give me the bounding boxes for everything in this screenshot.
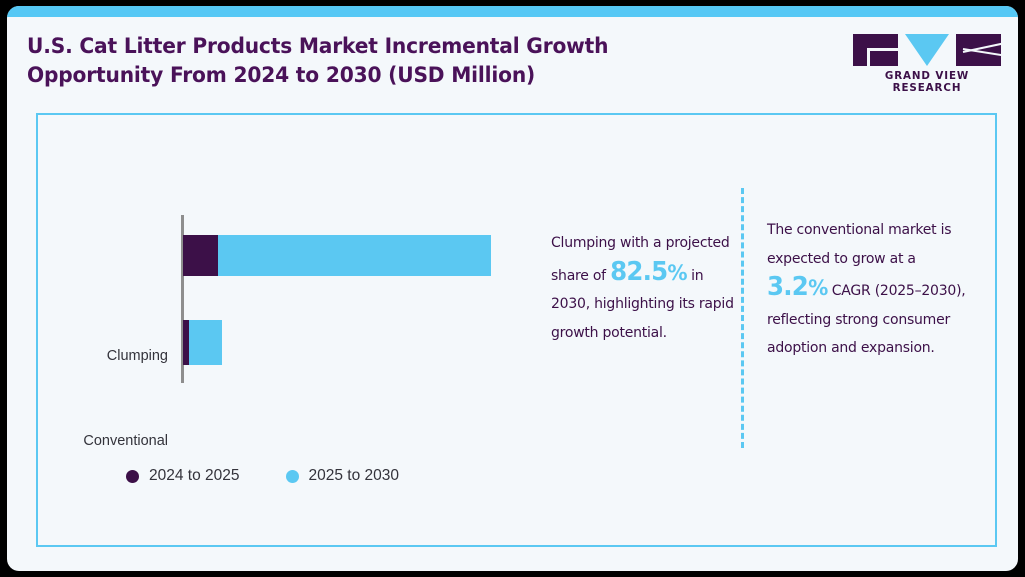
legend-label: 2025 to 2030 [308,467,400,484]
insight-conventional: The conventional market is expected to g… [767,216,973,363]
insight-conventional-post: CAGR (2025–2030), reflecting strong cons… [767,282,966,356]
page-title: U.S. Cat Litter Products Market Incremen… [27,32,685,90]
logo-v-triangle-icon [905,34,949,66]
insight-conventional-stat-value: 3.2 [767,272,809,302]
infographic-card: U.S. Cat Litter Products Market Incremen… [7,6,1018,571]
bar-row[interactable] [183,320,222,365]
chart-legend: 2024 to 2025 2025 to 2030 [126,467,399,485]
bar-segment-2025-to-2030[interactable] [189,320,222,365]
axis-label-conventional: Conventional [83,433,168,449]
legend-dot-icon [285,469,299,483]
chart-y-axis [181,215,184,383]
insight-conventional-pre: The conventional market is expected to g… [767,221,952,267]
bar-segment-2025-to-2030[interactable] [218,235,491,276]
logo-marks [853,34,1001,66]
legend-label: 2024 to 2025 [149,467,240,484]
logo-g-icon [853,34,898,66]
insight-conventional-stat: 3.2% [767,272,828,302]
top-accent-bar [7,6,1018,17]
insight-clumping-post: in 2030, highlighting its rapid growth p… [551,266,734,341]
insight-clumping: Clumping with a projected share of 82.5%… [551,229,743,347]
grand-view-research-logo: GRAND VIEW RESEARCH [853,34,1001,94]
bar-segment-2024-to-2025[interactable] [183,235,218,276]
insight-conventional-stat-unit: % [808,276,828,300]
content-panel: Clumping Conventional 2024 to 2025 [36,113,997,547]
axis-label-clumping: Clumping [106,348,168,364]
legend-item-2025-to-2030[interactable]: 2025 to 2030 [285,467,400,485]
logo-r-icon [956,34,1001,66]
bar-chart: Clumping Conventional 2024 to 2025 [38,115,548,549]
bar-row[interactable] [183,235,491,276]
insight-clumping-pre: Clumping with a projected share of [551,234,730,284]
legend-dot-icon [126,469,139,483]
bar-segment-2024-to-2025[interactable] [183,320,189,365]
insight-clumping-stat-unit: % [667,260,687,285]
insight-divider [741,188,744,448]
header: U.S. Cat Litter Products Market Incremen… [7,17,1018,113]
logo-wordmark: GRAND VIEW RESEARCH [884,70,970,94]
insight-clumping-stat: 82.5% [610,256,688,287]
insight-clumping-stat-value: 82.5 [610,256,668,287]
legend-item-2024-to-2025[interactable]: 2024 to 2025 [126,467,240,485]
page-title-line-1: U.S. Cat Litter Products Market Incremen… [27,34,609,59]
page-title-line-2: Opportunity From 2024 to 2030 (USD Milli… [27,63,536,88]
